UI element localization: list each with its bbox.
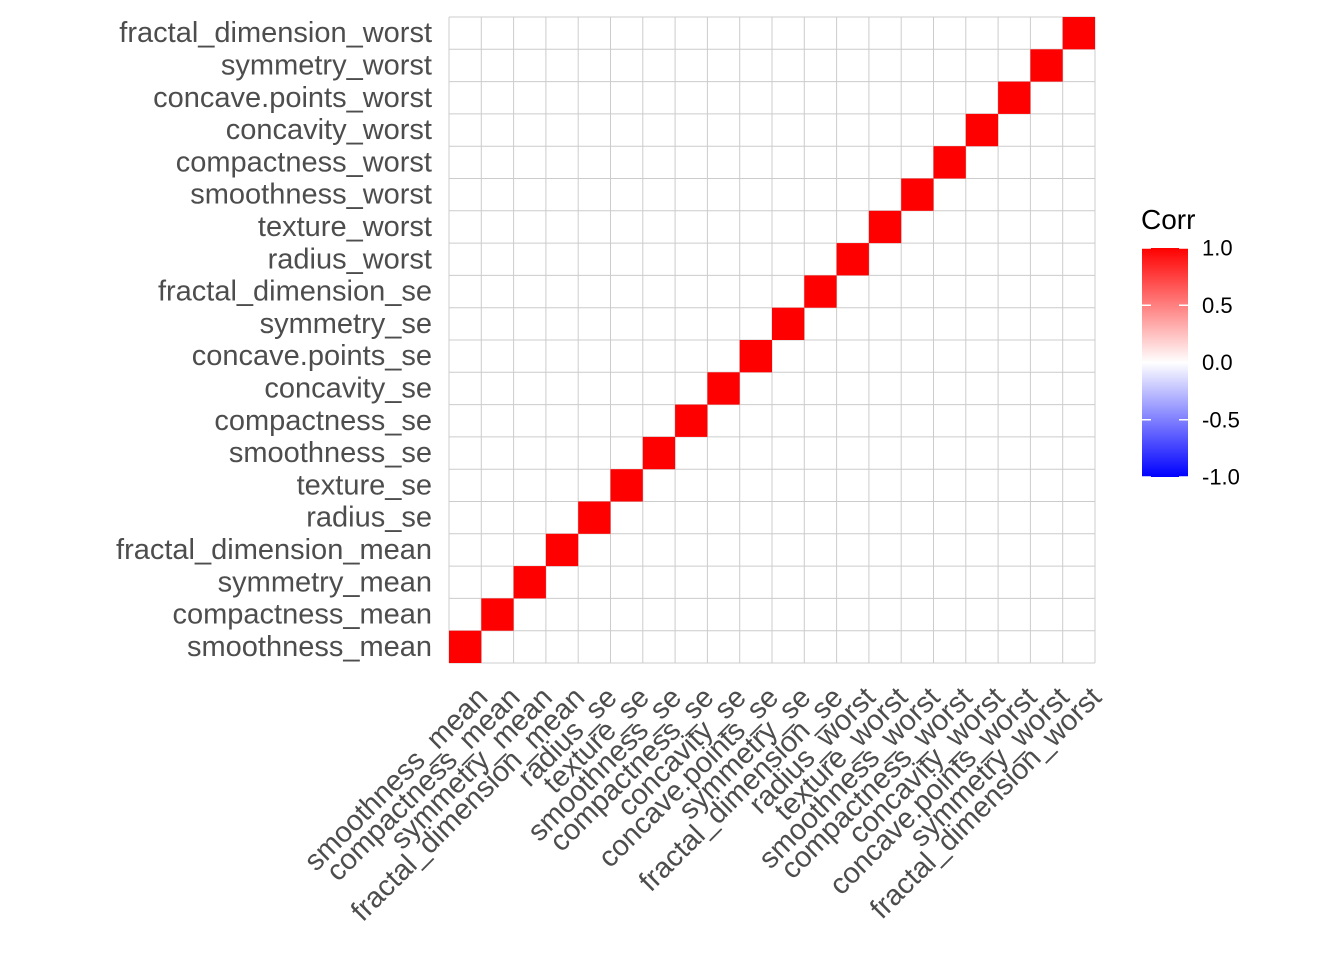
legend-ticks: 1.0 0.5 0.0 -0.5 -1.0: [1142, 236, 1240, 490]
heatmap-cell: [449, 630, 482, 663]
y-tick-label: radius_worst: [268, 243, 432, 275]
legend-tick-label: -0.5: [1202, 407, 1240, 432]
y-tick-label: smoothness_se: [229, 437, 432, 469]
color-legend: Corr 1.0 0.5 0.0 -0.5 -1.0: [1141, 204, 1240, 490]
y-tick-label: concavity_se: [264, 372, 432, 404]
y-tick-label: fractal_dimension_mean: [116, 534, 432, 566]
legend-title: Corr: [1141, 204, 1195, 235]
y-tick-label: compactness_worst: [176, 146, 432, 178]
heatmap-cell: [772, 307, 805, 340]
heatmap-cell: [545, 533, 579, 567]
heatmap-cell: [1030, 49, 1063, 82]
heatmap-cell: [868, 210, 902, 244]
heatmap-cell: [610, 469, 643, 502]
y-tick-label: radius_se: [306, 502, 432, 534]
y-tick-label: symmetry_worst: [221, 49, 432, 81]
heatmap-cell: [1062, 17, 1095, 50]
y-tick-label: compactness_se: [214, 405, 432, 437]
heatmap-cell: [836, 243, 869, 276]
y-axis-tick-labels: smoothness_meancompactness_meansymmetry_…: [116, 17, 432, 663]
heatmap-cell: [642, 436, 676, 470]
y-tick-label: smoothness_mean: [187, 631, 432, 663]
heatmap-cell: [675, 404, 708, 437]
y-tick-label: texture_se: [297, 469, 432, 501]
heatmap-cell: [513, 566, 546, 599]
legend-tick-label: -1.0: [1202, 465, 1240, 490]
y-tick-label: compactness_mean: [172, 599, 432, 631]
heatmap-cells: [449, 17, 1095, 663]
y-tick-label: fractal_dimension_worst: [119, 17, 432, 49]
heatmap-cell: [901, 178, 934, 211]
heatmap-cell: [965, 113, 999, 147]
y-tick-label: concave.points_worst: [153, 82, 432, 114]
y-tick-label: symmetry_mean: [218, 566, 432, 598]
legend-tick-label: 0.0: [1202, 350, 1233, 375]
grid-lines: [448, 16, 1096, 664]
x-axis-tick-labels: smoothness_meancompactness_meansymmetry_…: [298, 681, 1108, 927]
heatmap-cell: [804, 275, 837, 308]
y-tick-label: texture_worst: [258, 211, 432, 243]
heatmap-cell: [739, 340, 772, 373]
heatmap-cell: [998, 81, 1031, 114]
y-tick-label: concave.points_se: [192, 340, 432, 372]
y-tick-label: symmetry_se: [260, 308, 432, 340]
legend-tick-label: 1.0: [1202, 236, 1233, 261]
y-tick-label: smoothness_worst: [190, 179, 432, 211]
y-tick-label: concavity_worst: [226, 114, 432, 146]
heatmap-cell: [933, 146, 966, 179]
y-tick-label: fractal_dimension_se: [158, 276, 432, 308]
heatmap-cell: [578, 501, 611, 534]
legend-tick-label: 0.5: [1202, 293, 1233, 318]
heatmap-cell: [707, 372, 740, 405]
heatmap-cell: [481, 598, 514, 631]
